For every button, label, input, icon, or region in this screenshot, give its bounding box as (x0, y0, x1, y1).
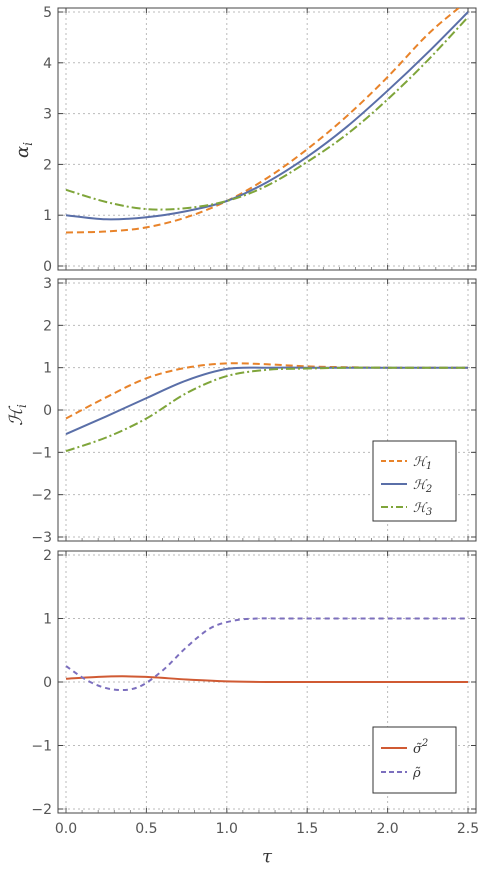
x-tick-label: 1.0 (216, 821, 238, 837)
y-tick-label: 5 (43, 5, 52, 21)
series-line-H2 (65, 366, 469, 436)
y-tick-label: 1 (43, 208, 52, 224)
panel-sigma-rho: −2 −1 0 1 2 0.0 0.5 1.0 1.5 2.0 2.5 τ σ̃2 ρ̃ (31, 548, 479, 867)
y-ticks: −2 −1 0 1 2 (31, 548, 476, 818)
series-lines (65, 362, 469, 453)
x-tick-label: 0.5 (135, 821, 157, 837)
y-ticks: −3 −2 −1 0 1 2 3 (31, 276, 476, 546)
grid-lines (58, 279, 476, 541)
y-tick-label: −1 (31, 445, 52, 461)
series-line-H2 (65, 11, 469, 221)
legend: ℋ1 ℋ2 ℋ3 (372, 440, 457, 522)
x-tick-label: 1.5 (296, 821, 318, 837)
x-ticks (65, 279, 469, 541)
y-tick-label: −2 (31, 802, 52, 818)
x-axis-label: τ (262, 846, 273, 867)
series-line-H1 (65, 362, 469, 420)
y-tick-label: 0 (43, 403, 52, 419)
series-lines (65, 8, 469, 234)
series-line-H3 (65, 16, 469, 211)
y-tick-label: 3 (43, 276, 52, 292)
y-tick-label: −3 (31, 530, 52, 546)
series-lines (65, 617, 468, 692)
y-tick-label: 0 (43, 675, 52, 691)
x-ticks: 0.0 0.5 1.0 1.5 2.0 2.5 (55, 551, 479, 837)
x-tick-label: 2.5 (457, 821, 479, 837)
y-tick-label: −2 (31, 488, 52, 504)
y-tick-label: −1 (31, 739, 52, 755)
x-ticks (65, 8, 469, 270)
series-line-H3 (65, 366, 469, 453)
y-tick-label: 0 (43, 259, 52, 275)
series-line-sigma2 (65, 675, 468, 684)
legend: σ̃2 ρ̃ (372, 726, 457, 794)
x-tick-label: 0.0 (55, 821, 77, 837)
plot-frame (57, 7, 477, 271)
legend-label-rho: ρ̃ (412, 766, 421, 781)
x-tick-label: 2.0 (376, 821, 398, 837)
y-tick-label: 3 (43, 107, 52, 123)
y-tick-label: 2 (43, 548, 52, 564)
panel-alpha: 0 1 2 3 4 5 αi (12, 5, 477, 275)
y-tick-label: 1 (43, 361, 52, 377)
series-line-H1 (65, 8, 461, 234)
y-tick-label: 1 (43, 612, 52, 628)
legend-box (372, 726, 457, 794)
grid-lines (58, 8, 476, 270)
y-tick-label: 2 (43, 157, 52, 173)
y-ticks: 0 1 2 3 4 5 (43, 5, 476, 275)
panel-hubble: −3 −2 −1 0 1 2 3 ℋi ℋ1 ℋ2 ℋ3 (6, 276, 477, 546)
y-axis-label: ℋi (6, 404, 29, 426)
y-tick-label: 4 (43, 56, 52, 72)
series-line-rho (65, 617, 468, 692)
y-tick-label: 2 (43, 318, 52, 334)
y-axis-label: αi (12, 142, 35, 158)
